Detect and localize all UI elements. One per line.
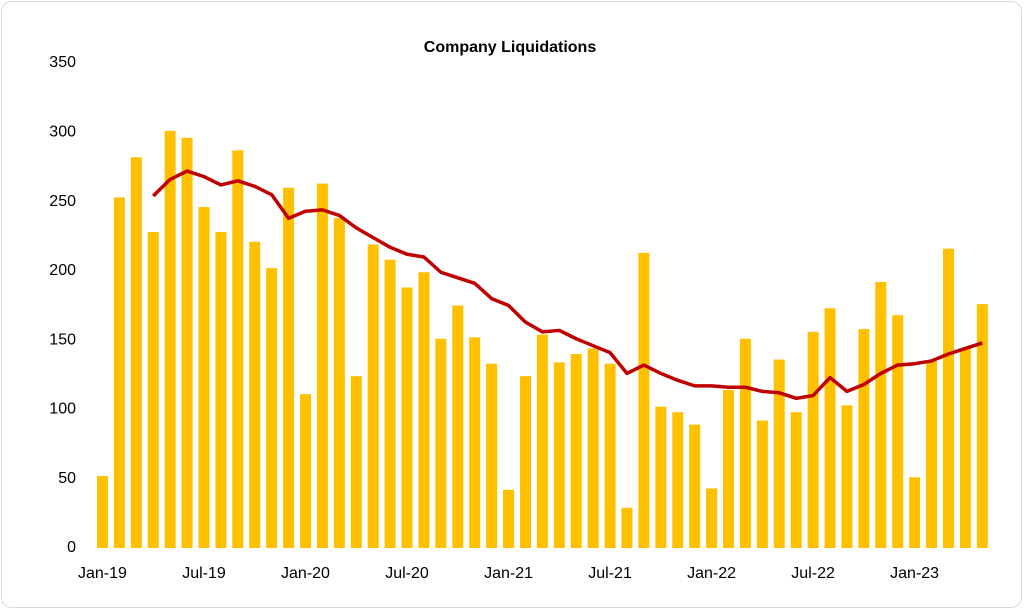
bar [198, 207, 210, 548]
x-tick-label: Jul-19 [182, 565, 226, 582]
bar [655, 406, 667, 548]
y-tick-label: 50 [58, 470, 76, 487]
bar [553, 362, 565, 548]
bar [519, 376, 531, 548]
bar [909, 477, 921, 548]
line [151, 169, 983, 401]
bar [756, 420, 768, 548]
bar [249, 241, 261, 548]
bar [807, 331, 819, 548]
bar [418, 272, 430, 548]
bar [113, 197, 125, 548]
bar [638, 252, 650, 549]
bar [604, 363, 616, 548]
bar [739, 338, 751, 548]
bar [350, 376, 362, 548]
bar [300, 394, 311, 548]
bar [942, 248, 954, 548]
bar [266, 268, 278, 548]
bar [164, 130, 176, 548]
x-tick-label: Jan-22 [687, 565, 736, 582]
x-tick-label: Jan-20 [281, 565, 330, 582]
x-tick-label: Jan-19 [78, 565, 127, 582]
bar [773, 359, 785, 548]
bar [926, 360, 938, 548]
chart-title: Company Liquidations [424, 39, 597, 56]
y-tick-label: 350 [49, 54, 76, 71]
x-tick-label: Jul-20 [385, 565, 429, 582]
bar [384, 259, 396, 548]
bar [621, 507, 633, 548]
bar [147, 232, 159, 549]
bar [401, 287, 413, 548]
bar [316, 183, 328, 549]
x-tick-label: Jul-22 [791, 565, 835, 582]
bar [875, 281, 887, 548]
y-tick-label: 250 [49, 193, 76, 210]
bar [723, 390, 734, 548]
y-tick-label: 0 [67, 539, 76, 556]
x-tick-label: Jan-23 [890, 565, 939, 582]
bar [570, 354, 582, 548]
bar [333, 218, 345, 548]
bar [469, 337, 481, 548]
bar [790, 412, 802, 548]
y-tick-label: 150 [49, 331, 76, 348]
bar [503, 489, 515, 548]
bar [435, 338, 447, 548]
bar [976, 304, 988, 548]
bar [587, 348, 599, 548]
y-tick-label: 300 [49, 124, 76, 141]
bar [672, 412, 684, 548]
bar [689, 424, 701, 548]
bar [959, 348, 971, 548]
bar [215, 232, 227, 549]
bar [452, 305, 464, 548]
x-tick-label: Jul-21 [588, 565, 632, 582]
bar [486, 363, 498, 548]
bar [536, 334, 548, 548]
bar [706, 488, 718, 548]
bar [232, 150, 244, 549]
bar [892, 315, 904, 548]
bar [367, 244, 379, 548]
bar [96, 475, 108, 548]
y-tick-label: 200 [49, 262, 76, 279]
bar [181, 137, 193, 549]
x-tick-label: Jan-21 [484, 565, 533, 582]
bar [841, 405, 853, 548]
y-tick-label: 100 [49, 401, 76, 418]
bar [858, 329, 870, 548]
bar [130, 157, 142, 548]
bar [824, 308, 836, 548]
bar [283, 187, 295, 548]
